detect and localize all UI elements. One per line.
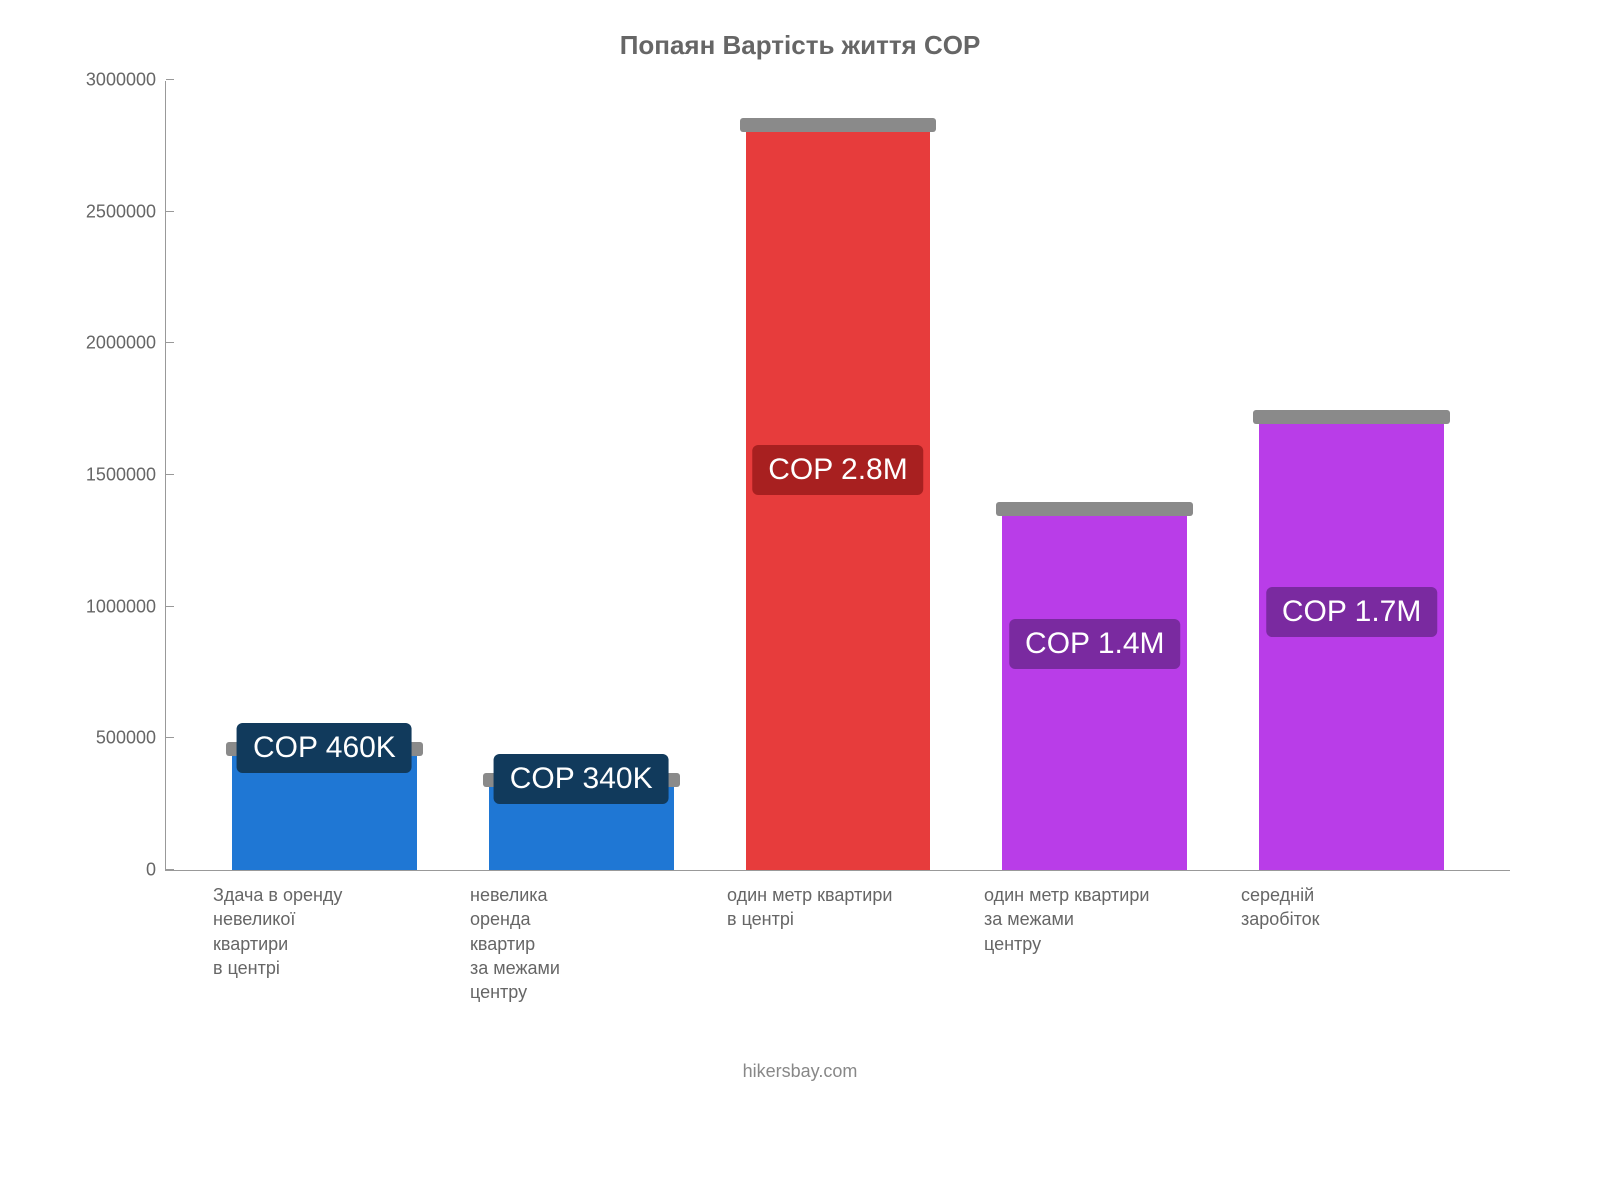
y-tick-mark [166, 342, 174, 343]
bar-cap [1253, 410, 1450, 424]
x-category-label: Здача в оренду невеликої квартири в цент… [195, 883, 452, 1051]
x-axis: Здача в оренду невеликої квартири в цент… [165, 871, 1510, 1051]
bar: COP 2.8M [746, 125, 931, 870]
y-tick-label: 1500000 [61, 465, 156, 486]
y-tick-label: 3000000 [61, 70, 156, 91]
chart-container: Попаян Вартість життя COP 05000001000000… [60, 30, 1540, 1170]
bar: COP 1.7M [1259, 417, 1444, 870]
bar-cap [740, 118, 937, 132]
bar-group: COP 1.4M [966, 81, 1223, 870]
bar-value-badge: COP 460K [237, 723, 412, 773]
bar-cap [996, 502, 1193, 516]
bar-value-badge: COP 1.7M [1266, 587, 1438, 637]
bars-region: COP 460K COP 340K COP 2.8M COP 1.4M COP 1.7M [166, 81, 1510, 870]
y-tick-label: 0 [61, 860, 156, 881]
y-axis: 0500000100000015000002000000250000030000… [61, 81, 156, 870]
x-category-label: середній заробіток [1223, 883, 1480, 1051]
y-tick-mark [166, 737, 174, 738]
x-category-label: один метр квартири за межами центру [966, 883, 1223, 1051]
y-tick-mark [166, 79, 174, 80]
bar-group: COP 2.8M [710, 81, 967, 870]
chart-title: Попаян Вартість життя COP [60, 30, 1540, 61]
bar-value-badge: COP 1.4M [1009, 619, 1181, 669]
x-category-label: невелика оренда квартир за межами центру [452, 883, 709, 1051]
bar-group: COP 460K [196, 81, 453, 870]
y-tick-mark [166, 869, 174, 870]
bar-group: COP 1.7M [1223, 81, 1480, 870]
bar-value-badge: COP 340K [494, 754, 669, 804]
chart-footer: hikersbay.com [60, 1061, 1540, 1082]
y-tick-label: 2500000 [61, 201, 156, 222]
bar-value-badge: COP 2.8M [752, 445, 924, 495]
y-tick-mark [166, 211, 174, 212]
bar: COP 460K [232, 749, 417, 870]
plot-area: 0500000100000015000002000000250000030000… [165, 81, 1510, 871]
y-tick-label: 500000 [61, 728, 156, 749]
y-tick-mark [166, 606, 174, 607]
y-tick-label: 2000000 [61, 333, 156, 354]
y-tick-mark [166, 474, 174, 475]
bar: COP 1.4M [1002, 509, 1187, 870]
bar: COP 340K [489, 780, 674, 870]
y-tick-label: 1000000 [61, 596, 156, 617]
bar-group: COP 340K [453, 81, 710, 870]
x-category-label: один метр квартири в центрі [709, 883, 966, 1051]
